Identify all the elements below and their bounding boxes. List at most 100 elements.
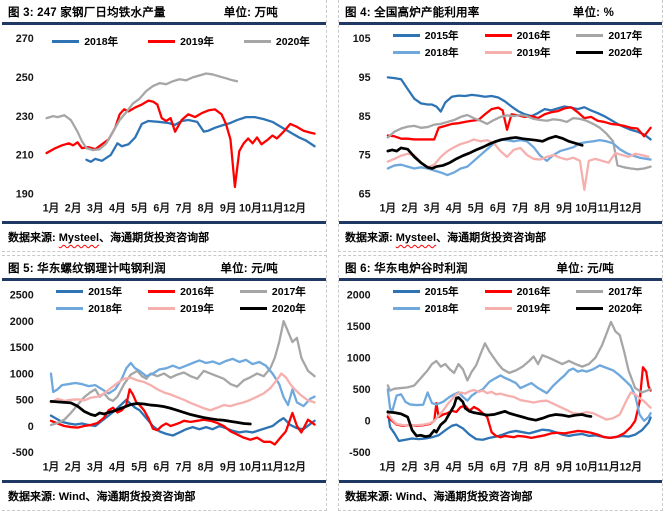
svg-text:11月: 11月 (261, 201, 283, 214)
svg-text:2000: 2000 (347, 289, 371, 301)
svg-text:85: 85 (359, 111, 371, 123)
series-2019年 (49, 372, 316, 412)
svg-text:10月: 10月 (239, 201, 262, 214)
figure-3-header: 图 3: 247 家钢厂日均铁水产量 单位: 万吨 (2, 0, 326, 22)
header-divider (339, 278, 662, 281)
svg-text:4月: 4月 (109, 201, 126, 214)
data-source-vendor: Wind (58, 491, 86, 503)
svg-text:6月: 6月 (153, 201, 170, 214)
svg-text:12月: 12月 (283, 460, 306, 473)
svg-text:0: 0 (28, 421, 34, 433)
data-source-vendor: Mysteel (58, 232, 100, 244)
svg-text:75: 75 (359, 150, 371, 162)
figure-4-header: 图 4: 全国高炉产能利用率 单位: % (339, 0, 662, 22)
line-chart-svg: 270 250 230 210 190 1月 2月 3月 4月 5月 6月 7月 8月 9月 10月 11月 1… (16, 33, 316, 215)
svg-text:1000: 1000 (10, 368, 34, 380)
figure-5-header: 图 5: 华东螺纹钢理计吨钢利润 单位: 元/吨 (2, 256, 326, 278)
svg-text:7月: 7月 (176, 460, 193, 473)
svg-text:65: 65 (359, 188, 371, 200)
svg-text:11月: 11月 (261, 460, 283, 473)
svg-text:3月: 3月 (87, 201, 104, 214)
svg-text:4月: 4月 (446, 201, 463, 214)
svg-text:4月: 4月 (446, 460, 463, 473)
figure-5-chart-area: 2500 2000 1500 1000 500 0 -500 1月 2月 3月 4月 5月 6月 7月 8月… (2, 281, 326, 480)
svg-text:2月: 2月 (65, 201, 82, 214)
svg-text:1月: 1月 (379, 201, 396, 214)
figure-6-panel: 图 6: 华东电炉谷时利润 单位: 元/吨 2000 1500 1000 500 0 -5… (338, 255, 663, 511)
data-source: 数据来源: Wind、海通期货投资咨询部 (339, 480, 662, 510)
figure-3-chart-area: 270 250 230 210 190 1月 2月 3月 4月 5月 6月 7月 8月 9月 10月 11月 1… (2, 25, 326, 221)
svg-text:190: 190 (16, 188, 34, 200)
svg-text:210: 210 (16, 150, 34, 162)
data-source-prefix: 数据来源: (8, 491, 59, 503)
svg-text:11月: 11月 (598, 460, 620, 473)
svg-text:3月: 3月 (87, 460, 104, 473)
figure-unit: 单位: 万吨 (223, 7, 278, 19)
figure-title: 图 5: 华东螺纹钢理计吨钢利润 (8, 263, 166, 275)
svg-text:5月: 5月 (468, 460, 485, 473)
series-2017年 (386, 320, 652, 394)
svg-text:10月: 10月 (575, 201, 598, 214)
figure-4-chart-area: 105 95 85 75 65 1月 2月 3月 4月 5月 6月 7月 8月 9月 10月 11月 12月 2… (339, 25, 662, 221)
data-source: 数据来源: Mysteel、海通期货投资咨询部 (2, 221, 326, 251)
svg-text:2月: 2月 (402, 201, 419, 214)
header-divider (2, 22, 326, 25)
figure-unit: 单位: 元/吨 (556, 263, 614, 275)
svg-text:8月: 8月 (198, 460, 215, 473)
series-2018年 (386, 364, 652, 422)
svg-text:9月: 9月 (220, 201, 237, 214)
svg-text:0: 0 (365, 415, 371, 427)
data-source-vendor: Mysteel (395, 232, 437, 244)
series-2019年 (45, 99, 316, 189)
svg-text:4月: 4月 (109, 460, 126, 473)
svg-text:5月: 5月 (468, 201, 485, 214)
svg-text:10月: 10月 (575, 460, 598, 473)
series-2018年 (85, 115, 316, 163)
series-2019年 (386, 138, 650, 192)
svg-text:8月: 8月 (198, 201, 215, 214)
figure-6-chart-area: 2000 1500 1000 500 0 -500 1月 2月 3月 4月 5月 6月 7月 8月 9月 10… (339, 281, 662, 480)
svg-text:1月: 1月 (43, 460, 60, 473)
series-2015年 (49, 398, 316, 437)
line-chart-svg: 105 95 85 75 65 1月 2月 3月 4月 5月 6月 7月 8月 9月 10月 11月 12月 (353, 33, 652, 215)
svg-text:1500: 1500 (347, 321, 371, 333)
series-2017年 (386, 113, 652, 171)
header-divider (2, 278, 326, 281)
data-source-suffix: 、海通期货投资咨询部 (85, 491, 196, 503)
data-source-suffix: 、海通期货投资咨询部 (422, 491, 533, 503)
svg-text:1月: 1月 (379, 460, 396, 473)
svg-text:7月: 7月 (512, 201, 529, 214)
figure-6-header: 图 6: 华东电炉谷时利润 单位: 元/吨 (339, 256, 662, 278)
series-2020年 (49, 399, 252, 426)
series-2020年 (386, 396, 593, 438)
figure-unit: 单位: % (572, 7, 614, 19)
svg-text:500: 500 (16, 394, 34, 406)
series-2020年 (386, 134, 584, 170)
data-source-suffix: 、海通期货投资咨询部 (99, 232, 210, 244)
svg-text:12月: 12月 (619, 460, 642, 473)
series-2015年 (386, 76, 652, 141)
svg-text:2500: 2500 (10, 289, 34, 301)
data-source-prefix: 数据来源: (8, 232, 59, 244)
svg-text:1000: 1000 (347, 352, 371, 364)
figure-unit: 单位: 元/吨 (220, 263, 278, 275)
svg-text:230: 230 (16, 111, 34, 123)
svg-text:9月: 9月 (556, 460, 573, 473)
series-2019年 (386, 388, 652, 427)
svg-text:12月: 12月 (283, 201, 306, 214)
header-divider (339, 22, 662, 25)
svg-text:500: 500 (353, 384, 371, 396)
svg-text:5月: 5月 (131, 460, 148, 473)
svg-text:6月: 6月 (490, 460, 507, 473)
svg-text:7月: 7月 (176, 201, 193, 214)
data-source: 数据来源: Wind、海通期货投资咨询部 (2, 480, 326, 510)
svg-text:8月: 8月 (534, 201, 551, 214)
svg-text:10月: 10月 (239, 460, 262, 473)
svg-text:-500: -500 (12, 447, 34, 459)
line-chart-svg: 2500 2000 1500 1000 500 0 -500 1月 2月 3月 4月 5月 6月 7月 8月… (10, 289, 316, 473)
svg-text:9月: 9月 (556, 201, 573, 214)
line-chart-svg: 2000 1500 1000 500 0 -500 1月 2月 3月 4月 5月 6月 7月 8月 9月 10… (347, 289, 652, 473)
svg-text:2月: 2月 (65, 460, 82, 473)
series-2016年 (386, 366, 652, 440)
